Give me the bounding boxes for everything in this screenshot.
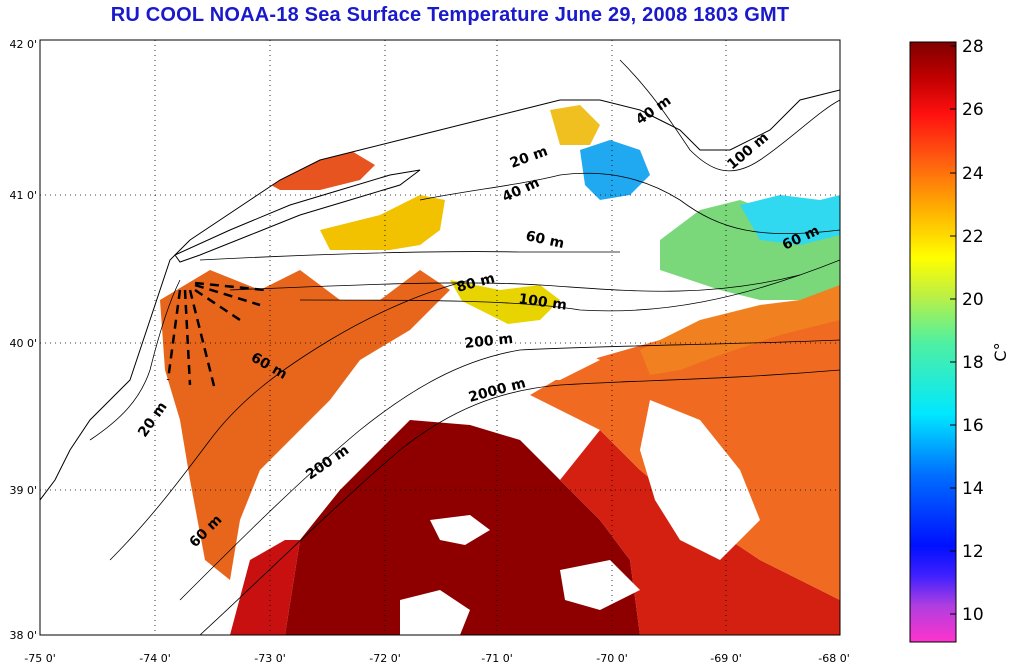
cloud-gaps <box>400 300 760 635</box>
long-island <box>174 169 421 263</box>
contour-40m <box>419 172 840 235</box>
sst-yellow-ri <box>550 105 600 145</box>
contour-80m <box>229 274 801 292</box>
contour-gom <box>619 59 840 172</box>
colorbar-labels: 28 26 24 22 20 18 16 14 12 10 <box>962 37 984 625</box>
contour-200m <box>179 339 840 601</box>
colorbar: 28 26 24 22 20 18 16 14 12 10 C° <box>909 37 1010 643</box>
cloud-gap <box>460 300 600 380</box>
lon-label: -72 0' <box>369 652 401 665</box>
lon-label: -71 0' <box>481 652 513 665</box>
lat-label: 40 0' <box>9 337 37 350</box>
shipping-lanes <box>166 281 266 391</box>
lane <box>188 289 217 391</box>
lat-label: 39 0' <box>9 484 37 497</box>
cloud-gap <box>430 515 490 545</box>
cb-label: 26 <box>962 100 984 120</box>
lane <box>194 288 241 322</box>
lane <box>194 283 261 307</box>
cb-label: 28 <box>962 37 984 57</box>
sst-orange-shelf <box>160 270 450 580</box>
colorbar-unit: C° <box>991 342 1010 361</box>
lon-label: -68 0' <box>818 652 850 665</box>
lat-label: 42 0' <box>9 38 37 51</box>
lat-label: 41 0' <box>9 189 37 202</box>
cb-label: 10 <box>962 605 984 625</box>
contour-label: 60 m <box>524 228 565 252</box>
sst-cyan-bay <box>580 140 650 200</box>
contour-100m <box>299 259 840 312</box>
contour-label: 100 m <box>517 291 567 314</box>
contour-60m-north <box>199 251 620 261</box>
lon-label: -70 0' <box>596 652 628 665</box>
land-mass <box>40 40 840 501</box>
cb-label: 14 <box>962 479 984 499</box>
plot-border <box>39 39 841 636</box>
lon-label: -75 0' <box>24 652 56 665</box>
cb-label: 16 <box>962 416 984 436</box>
sst-orange-band <box>640 285 840 375</box>
contour-60m <box>109 279 471 561</box>
lon-label: -69 0' <box>710 652 742 665</box>
sst-hot-band <box>230 540 300 635</box>
colorbar-ticks <box>950 45 956 615</box>
lat-labels: 42 0' 41 0' 40 0' 39 0' 38 0' <box>9 38 37 642</box>
contour-label: 200 m <box>464 331 514 352</box>
lane <box>183 289 192 386</box>
bathymetry <box>89 59 840 635</box>
map-title: RU COOL NOAA-18 Sea Surface Temperature … <box>110 4 790 26</box>
cb-label: 22 <box>962 227 984 247</box>
cloud-gap <box>400 590 470 635</box>
contour-2000m <box>199 369 840 635</box>
lat-label: 38 0' <box>9 629 37 642</box>
lane <box>194 281 266 292</box>
cb-label: 18 <box>962 353 984 373</box>
cb-label: 24 <box>962 164 984 184</box>
contour-20m <box>89 279 181 441</box>
cb-label: 12 <box>962 542 984 562</box>
lon-label: -74 0' <box>139 652 171 665</box>
cloud-gap <box>640 400 760 560</box>
colorbar-gradient <box>909 41 957 643</box>
sst-yellow-mid <box>320 195 445 250</box>
lane <box>166 289 182 381</box>
lon-labels: -75 0' -74 0' -73 0' -72 0' -71 0' -70 0… <box>24 652 850 665</box>
graticule <box>40 40 840 635</box>
sst-orange-li <box>262 150 375 190</box>
cb-label: 20 <box>962 290 984 310</box>
cloud-gap <box>560 560 640 610</box>
lon-label: -73 0' <box>254 652 286 665</box>
land <box>40 40 840 501</box>
